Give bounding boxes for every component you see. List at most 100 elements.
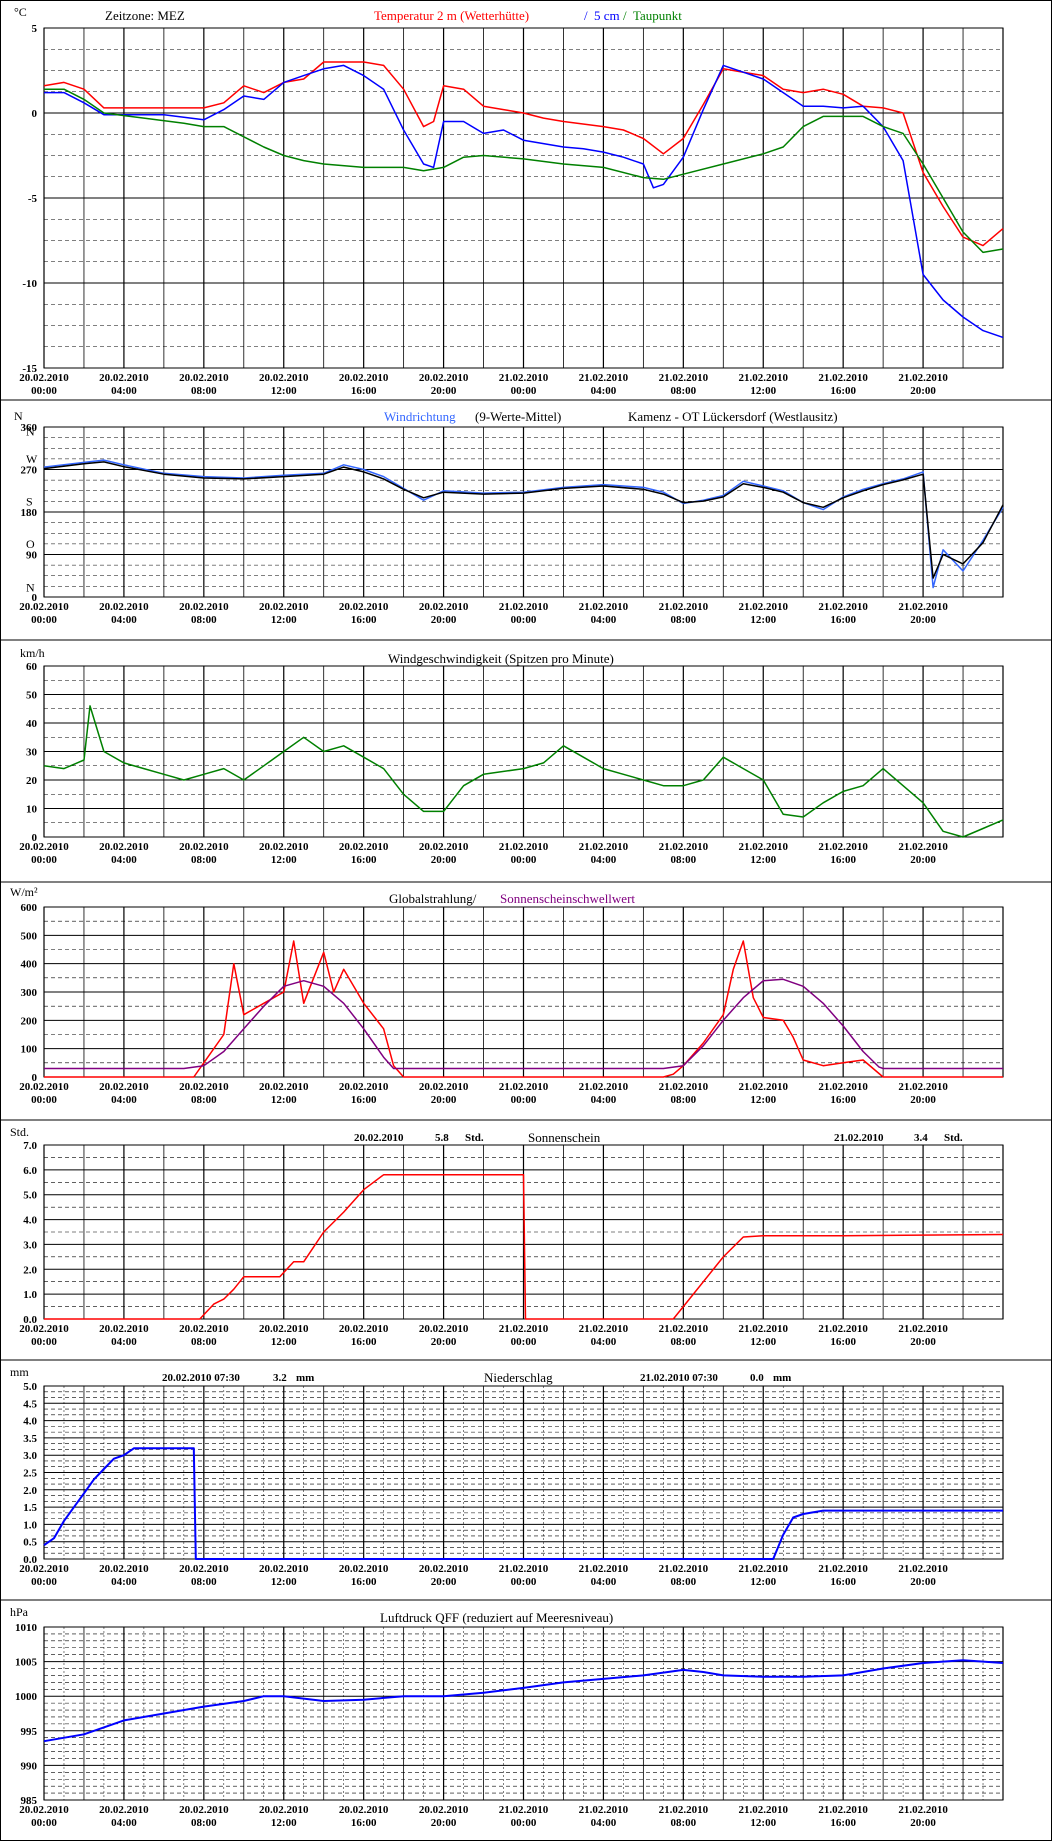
sun-ytick-label: 2.0 xyxy=(23,1264,37,1276)
glob-xtick-date: 21.02.2010 xyxy=(659,1081,709,1093)
temp-title-red: Temperatur 2 m (Wetterhütte) xyxy=(374,8,529,23)
sun-xtick-date: 21.02.2010 xyxy=(579,1323,629,1335)
wspd-title: Windgeschwindigkeit (Spitzen pro Minute) xyxy=(388,651,614,666)
rain-ytick-label: 2.0 xyxy=(23,1485,37,1497)
sun-ytick-label: 4.0 xyxy=(23,1215,37,1227)
rain-ytick-label: 1.5 xyxy=(23,1502,37,1514)
wspd-xtick-time: 20:00 xyxy=(910,854,936,866)
pres-xtick-time: 20:00 xyxy=(910,1817,936,1829)
pres-xtick-date: 20.02.2010 xyxy=(179,1804,229,1816)
wspd-xtick-date: 21.02.2010 xyxy=(818,841,868,853)
glob-series-line-0 xyxy=(44,940,1003,1078)
compass-label: S xyxy=(26,495,33,509)
wdir-xtick-date: 21.02.2010 xyxy=(579,601,629,613)
rain-xtick-date: 21.02.2010 xyxy=(898,1563,948,1575)
rain-ytick-label: 4.5 xyxy=(23,1398,37,1410)
temp-xtick-date: 21.02.2010 xyxy=(818,372,868,384)
glob-ytick-label: 0 xyxy=(32,1072,38,1084)
glob-title-purple: Sonnenscheinschwellwert xyxy=(500,891,635,906)
temp-xtick-time: 12:00 xyxy=(750,385,776,397)
glob-xtick-date: 20.02.2010 xyxy=(99,1081,149,1093)
sun-xtick-time: 12:00 xyxy=(271,1336,297,1348)
sun-xtick-date: 20.02.2010 xyxy=(19,1323,69,1335)
sunshine-panel: Std. 20.02.2010 5.8 Std. Sonnenschein 21… xyxy=(10,1125,963,1145)
temp-series-line-1 xyxy=(44,64,1004,339)
rain-xtick-date: 20.02.2010 xyxy=(19,1563,69,1575)
wspd-xtick-date: 20.02.2010 xyxy=(19,841,69,853)
glob-xtick-date: 21.02.2010 xyxy=(818,1081,868,1093)
wspd-xtick-date: 21.02.2010 xyxy=(739,841,789,853)
wspd-ytick-label: 40 xyxy=(26,718,38,730)
pres-ytick-label: 1005 xyxy=(15,1657,38,1669)
sun-xtick-time: 16:00 xyxy=(351,1336,377,1348)
wspd-ytick-label: 0 xyxy=(32,832,38,844)
pressure-panel: hPa Luftdruck QFF (reduziert auf Meeresn… xyxy=(10,1605,613,1625)
rain-ytick-label: 2.5 xyxy=(23,1468,37,1480)
pres-xtick-time: 04:00 xyxy=(111,1817,137,1829)
temp-ytick-label: -10 xyxy=(22,278,37,290)
temp-xtick-time: 16:00 xyxy=(830,385,856,397)
rain-xtick-date: 20.02.2010 xyxy=(259,1563,309,1575)
wspd-xtick-date: 20.02.2010 xyxy=(259,841,309,853)
rain-xtick-date: 21.02.2010 xyxy=(818,1563,868,1575)
rain-xtick-time: 00:00 xyxy=(511,1576,537,1588)
wdir-xtick-time: 00:00 xyxy=(511,614,537,626)
sun-xtick-time: 00:00 xyxy=(511,1336,537,1348)
wspd-xtick-date: 20.02.2010 xyxy=(99,841,149,853)
sun-ytick-label: 1.0 xyxy=(23,1289,37,1301)
wind-speed-panel: km/h Windgeschwindigkeit (Spitzen pro Mi… xyxy=(20,646,614,666)
pres-title: Luftdruck QFF (reduziert auf Meeresnivea… xyxy=(380,1610,613,1625)
glob-xtick-time: 16:00 xyxy=(830,1094,856,1106)
temp-title-sep2: / xyxy=(623,8,627,23)
sun-xtick-date: 21.02.2010 xyxy=(499,1323,549,1335)
wdir-series-line-0 xyxy=(43,459,1004,589)
glob-xtick-date: 21.02.2010 xyxy=(499,1081,549,1093)
wdir-chart: 360270180900NWSON20.02.201000:0020.02.20… xyxy=(0,422,1052,641)
wdir-xtick-time: 04:00 xyxy=(591,614,617,626)
glob-ytick-label: 100 xyxy=(21,1044,38,1056)
pres-xtick-date: 20.02.2010 xyxy=(339,1804,389,1816)
pres-ytick-label: 985 xyxy=(21,1795,38,1807)
sun-ytick-label: 6.0 xyxy=(23,1165,37,1177)
sun-ytick-label: 5.0 xyxy=(23,1190,37,1202)
wdir-xtick-date: 21.02.2010 xyxy=(898,601,948,613)
temp-chart: 50-5-10-1520.02.201000:0020.02.201004:00… xyxy=(0,23,1052,401)
wdir-xtick-date: 20.02.2010 xyxy=(419,601,469,613)
temp-xtick-time: 12:00 xyxy=(271,385,297,397)
temp-xtick-time: 16:00 xyxy=(351,385,377,397)
rain-xtick-time: 12:00 xyxy=(750,1576,776,1588)
sun-title: Sonnenschein xyxy=(528,1130,601,1145)
glob-unit: W/m² xyxy=(10,885,38,899)
rain-xtick-time: 04:00 xyxy=(111,1576,137,1588)
pres-xtick-time: 12:00 xyxy=(271,1817,297,1829)
pres-ytick-label: 995 xyxy=(21,1726,38,1738)
rain-xtick-date: 20.02.2010 xyxy=(99,1563,149,1575)
wspd-xtick-date: 21.02.2010 xyxy=(579,841,629,853)
glob-xtick-time: 20:00 xyxy=(910,1094,936,1106)
wdir-xtick-date: 20.02.2010 xyxy=(179,601,229,613)
wspd-xtick-time: 20:00 xyxy=(431,854,457,866)
wspd-xtick-date: 21.02.2010 xyxy=(659,841,709,853)
precipitation-panel: mm 20.02.2010 07:30 3.2 mm Niederschlag … xyxy=(10,1365,791,1385)
sun-xtick-date: 20.02.2010 xyxy=(419,1323,469,1335)
sun-day2-unit: Std. xyxy=(944,1132,963,1144)
global-radiation-panel: W/m² Globalstrahlung/ Sonnenscheinschwel… xyxy=(10,885,635,906)
pres-xtick-time: 08:00 xyxy=(670,1817,696,1829)
pres-series-line-0 xyxy=(43,1659,1004,1743)
wdir-xtick-time: 16:00 xyxy=(830,614,856,626)
rain-xtick-time: 16:00 xyxy=(830,1576,856,1588)
sun-xtick-date: 21.02.2010 xyxy=(898,1323,948,1335)
wspd-chart: 605040302010020.02.201000:0020.02.201004… xyxy=(0,661,1052,883)
wspd-ytick-label: 10 xyxy=(26,804,38,816)
pres-xtick-date: 20.02.2010 xyxy=(99,1804,149,1816)
glob-xtick-date: 20.02.2010 xyxy=(419,1081,469,1093)
temp-xtick-time: 08:00 xyxy=(670,385,696,397)
temp-xtick-date: 20.02.2010 xyxy=(339,372,389,384)
wdir-xtick-time: 08:00 xyxy=(191,614,217,626)
wdir-xtick-date: 20.02.2010 xyxy=(259,601,309,613)
glob-title: Globalstrahlung/ xyxy=(389,891,477,906)
temp-title-green: Taupunkt xyxy=(633,8,682,23)
glob-xtick-date: 21.02.2010 xyxy=(579,1081,629,1093)
pres-ytick-label: 1010 xyxy=(15,1622,38,1634)
